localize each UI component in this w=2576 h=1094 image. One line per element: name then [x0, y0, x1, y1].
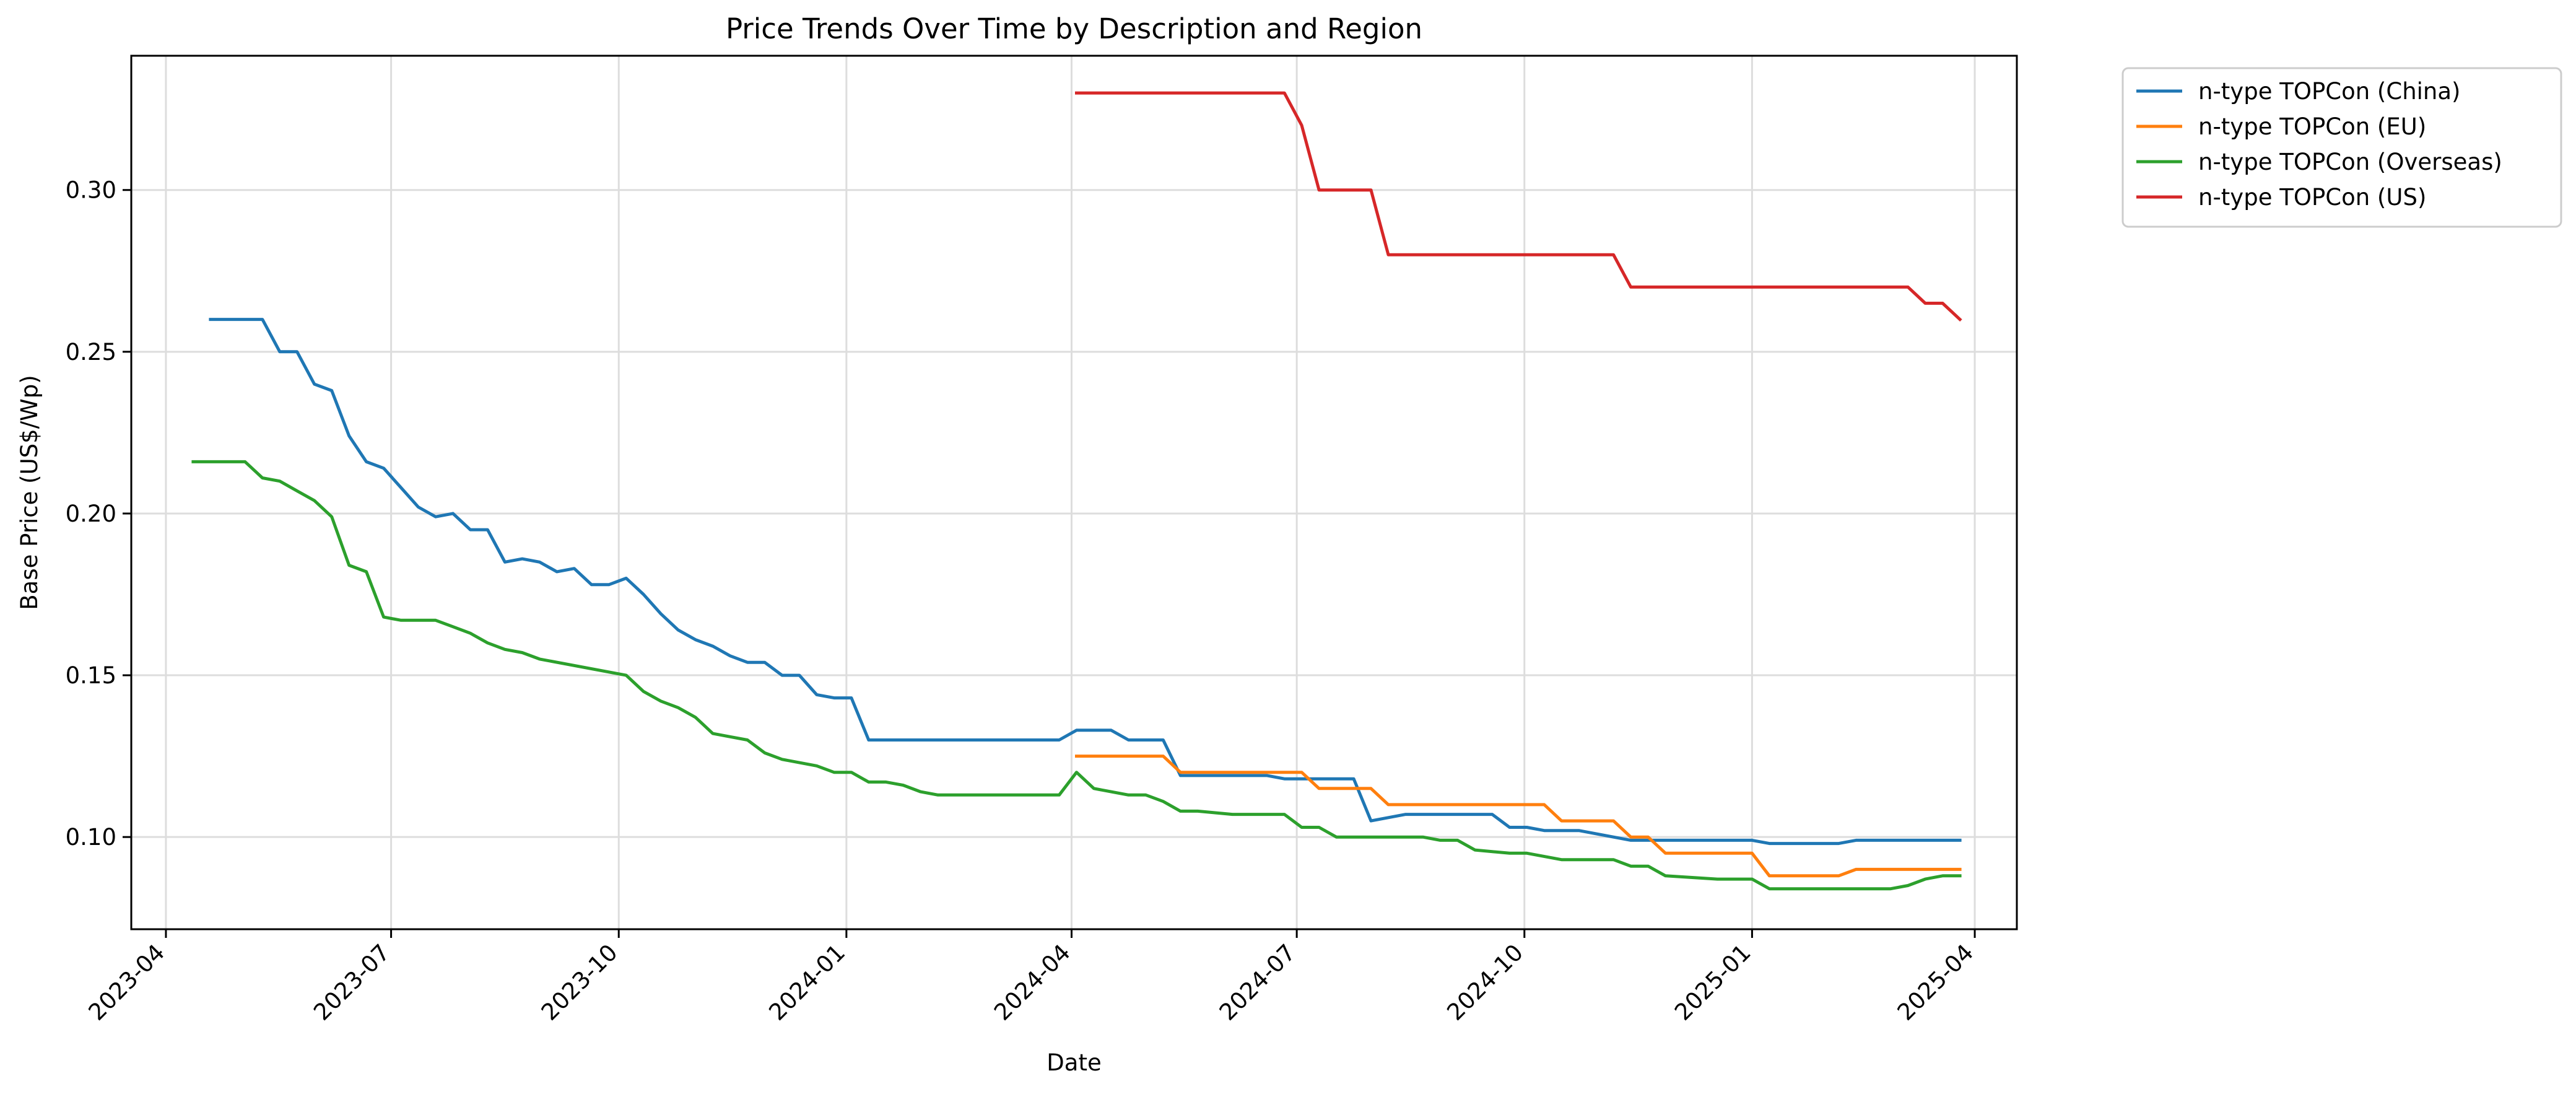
legend-label: n-type TOPCon (EU) — [2198, 113, 2426, 140]
series-line — [191, 460, 1962, 891]
y-tick-label: 0.20 — [66, 501, 116, 527]
series-line — [1075, 91, 1962, 322]
legend-label: n-type TOPCon (China) — [2198, 78, 2461, 105]
series-lines — [191, 91, 1962, 891]
plot-frame — [130, 55, 2018, 930]
legend-box — [2121, 67, 2562, 228]
y-tick-label: 0.10 — [66, 824, 116, 851]
y-tick-label: 0.25 — [66, 339, 116, 365]
series-line — [209, 318, 1962, 846]
y-tick-label: 0.15 — [66, 662, 116, 689]
y-tick-label: 0.30 — [66, 177, 116, 204]
series-line — [1075, 755, 1962, 878]
chart-title: Price Trends Over Time by Description an… — [726, 12, 1422, 45]
grid-lines — [131, 56, 2017, 929]
x-axis-label: Date — [1046, 1049, 1101, 1076]
legend: n-type TOPCon (China) n-type TOPCon (EU) n… — [2121, 67, 2562, 228]
y-axis-label: Base Price (US$/Wp) — [16, 375, 43, 610]
legend-label: n-type TOPCon (US) — [2198, 184, 2426, 211]
legend-label: n-type TOPCon (Overseas) — [2198, 149, 2502, 175]
